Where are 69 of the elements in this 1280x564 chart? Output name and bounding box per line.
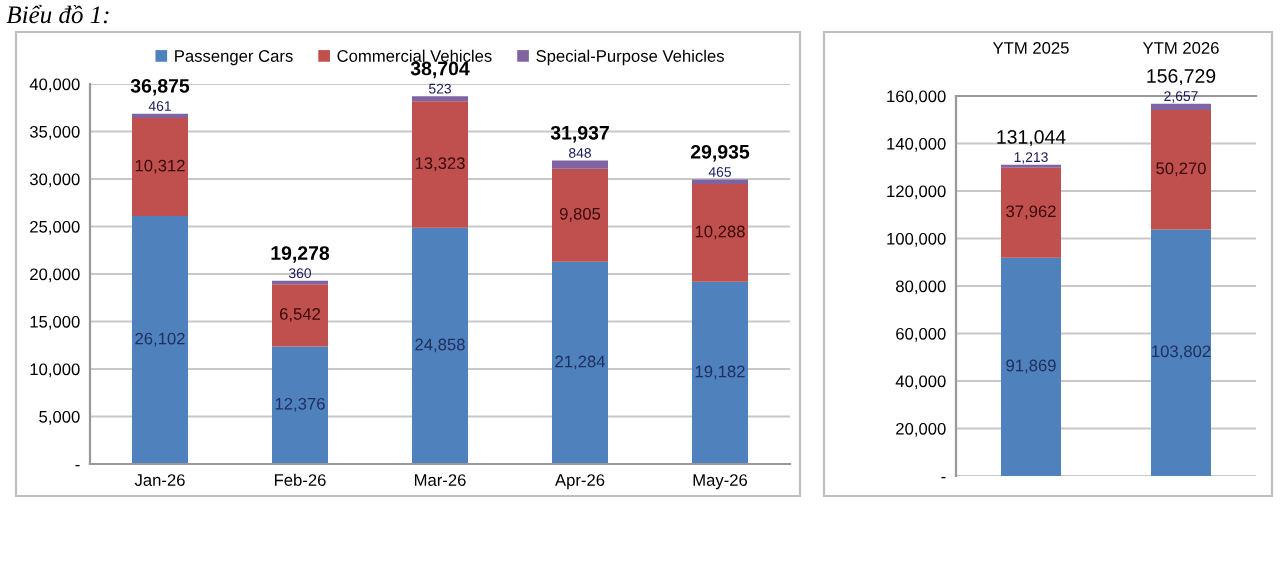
y-tick-label: 25,000 (30, 220, 80, 235)
bar (272, 284, 328, 347)
x-tick-label: Jan-26 (134, 474, 185, 486)
x-tick-label: May-26 (693, 474, 748, 490)
y-tick-label: 15,000 (30, 315, 80, 330)
chart-title: Biểu đồ 1: (6, 4, 109, 24)
y-tick-label: - (75, 464, 80, 467)
bar (132, 216, 188, 464)
total-label: 31,937 (550, 125, 609, 143)
x-tick-label: YTM 2025 (992, 42, 1069, 54)
data-label: 50,270 (1156, 162, 1206, 177)
data-label: 37,962 (1006, 205, 1056, 220)
data-label: 13,323 (415, 157, 465, 172)
total-label: 131,044 (997, 130, 1066, 147)
data-label: 26,102 (135, 332, 185, 347)
y-tick-label: 20,000 (896, 422, 946, 437)
data-label: 6,542 (279, 308, 321, 322)
data-label: 91,869 (1006, 359, 1056, 374)
y-tick-label: 140,000 (887, 137, 946, 152)
y-tick-label: 120,000 (887, 185, 946, 200)
x-tick-label: YTM 2026 (1142, 42, 1219, 54)
total-label: 19,278 (271, 246, 330, 263)
x-tick-label: Feb-26 (274, 473, 326, 486)
legend-label: Passenger Cars (175, 50, 293, 66)
data-label: 10,312 (135, 159, 185, 174)
bar (132, 113, 188, 119)
bar (272, 346, 328, 464)
total-label: 38,704 (410, 61, 470, 79)
y-tick-label: 20,000 (30, 268, 80, 283)
y-tick-label: 40,000 (895, 375, 946, 390)
y-tick-label: 10,000 (30, 363, 80, 378)
total-label: 29,935 (690, 144, 750, 162)
bar (412, 101, 468, 228)
y-tick-label: 30,000 (29, 173, 80, 188)
bar (552, 160, 608, 169)
bar (1151, 103, 1211, 111)
y-tick-label: 35,000 (29, 125, 80, 140)
data-label: 12,376 (275, 397, 325, 412)
y-tick-label: 80,000 (896, 280, 946, 295)
y-tick-label: - (941, 476, 946, 479)
bar (1151, 110, 1211, 230)
data-label: 24,858 (415, 338, 465, 353)
bar (132, 118, 188, 217)
bar (1001, 167, 1061, 258)
bar (412, 227, 468, 464)
legend-label: Special-Purpose Vehicles (536, 49, 724, 66)
data-label: 103,802 (1152, 345, 1211, 360)
bar (1151, 229, 1211, 476)
x-tick-label: Apr-26 (555, 474, 605, 490)
bar (692, 281, 748, 464)
data-label: 21,284 (555, 355, 605, 370)
bar (692, 184, 748, 282)
y-tick-label: 60,000 (896, 327, 946, 342)
total-label: 156,729 (1147, 69, 1216, 86)
bar (552, 261, 608, 464)
legend-label: Commercial Vehicles (337, 49, 492, 62)
y-tick-label: 5,000 (39, 410, 80, 425)
y-tick-label: 40,000 (29, 78, 80, 93)
y-tick-label: 160,000 (887, 90, 946, 105)
data-label: 19,182 (695, 365, 745, 380)
bar (552, 168, 608, 262)
bar (1001, 257, 1061, 476)
bar (692, 179, 748, 185)
bar (412, 96, 468, 102)
data-label: 9,805 (559, 207, 601, 222)
data-label: 10,288 (695, 225, 745, 240)
total-label: 36,875 (130, 78, 190, 96)
x-tick-label: Mar-26 (414, 474, 466, 486)
y-tick-label: 100,000 (887, 232, 946, 247)
